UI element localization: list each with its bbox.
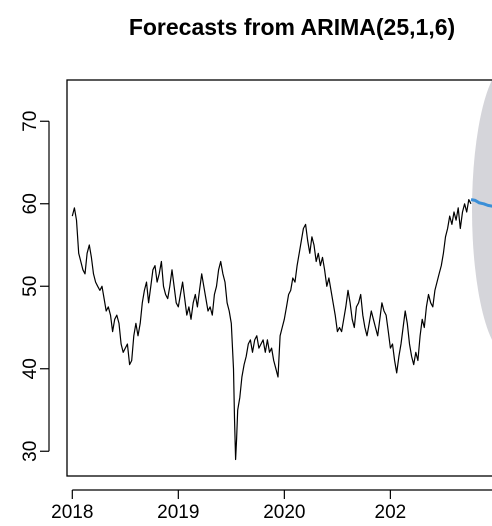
y-tick-label: 60 xyxy=(20,193,41,214)
y-tick-label: 70 xyxy=(20,111,41,132)
history-line xyxy=(72,200,471,460)
plot-area xyxy=(72,64,492,460)
y-tick-label: 50 xyxy=(20,276,41,297)
x-tick-label: 2018 xyxy=(51,502,93,523)
plot-frame xyxy=(67,80,492,476)
x-tick-label: 2019 xyxy=(157,502,199,523)
y-tick-label: 30 xyxy=(20,441,41,462)
axes: 30 40 50 60 70 2018 2019 2020 202 xyxy=(20,111,492,523)
y-tick-label: 40 xyxy=(20,358,41,379)
prediction-interval-band xyxy=(472,64,492,357)
x-tick-label: 2020 xyxy=(263,502,305,523)
x-tick-label: 202 xyxy=(375,502,407,523)
